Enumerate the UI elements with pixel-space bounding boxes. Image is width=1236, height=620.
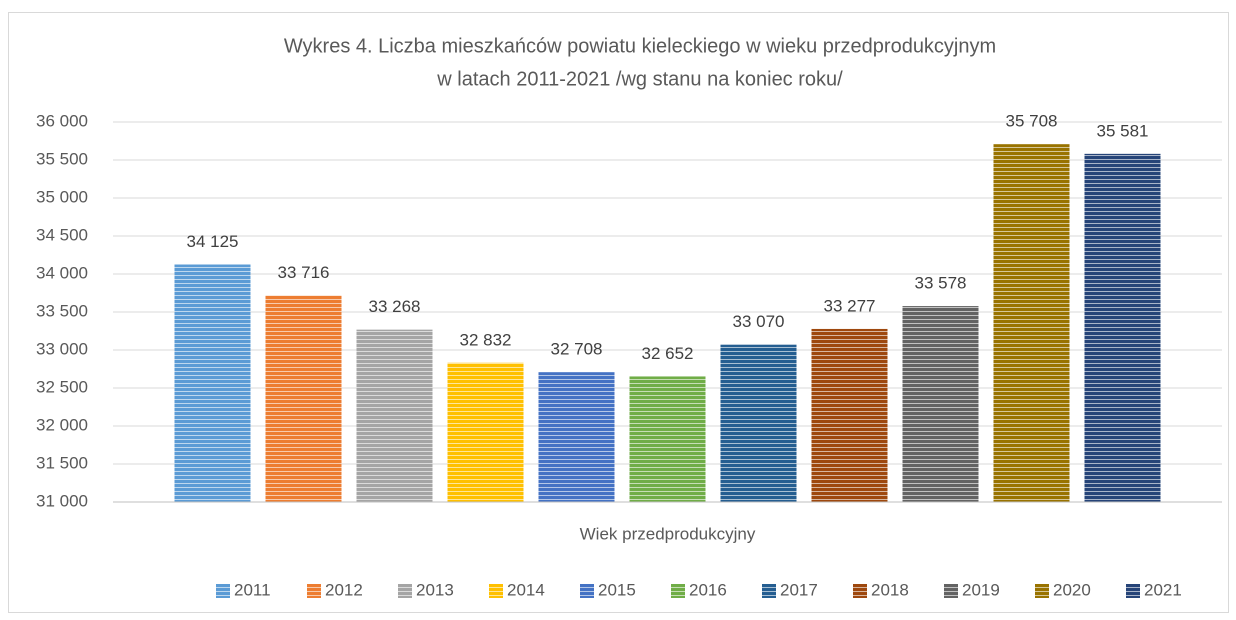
bar (174, 264, 251, 502)
data-label: 35 708 (1006, 112, 1058, 131)
legend-swatch (762, 584, 776, 598)
data-label: 33 268 (369, 297, 421, 316)
legend-swatch (307, 584, 321, 598)
data-label: 32 708 (551, 340, 603, 359)
legend-label: 2015 (598, 580, 636, 599)
x-tick-label: Wiek przedprodukcyjny (580, 524, 756, 543)
legend-swatch (489, 584, 503, 598)
data-label: 33 277 (824, 296, 876, 315)
y-tick-label: 32 500 (36, 377, 88, 396)
y-tick-label: 35 000 (36, 187, 88, 206)
bar (265, 295, 342, 502)
legend-swatch (671, 584, 685, 598)
legend-label: 2014 (507, 580, 545, 599)
bar (811, 328, 888, 502)
legend-swatch (1035, 584, 1049, 598)
bar (356, 329, 433, 502)
bar (993, 144, 1070, 502)
legend-swatch (580, 584, 594, 598)
bar (538, 372, 615, 502)
legend-label: 2019 (962, 580, 1000, 599)
y-tick-label: 32 000 (36, 415, 88, 434)
legend-swatch (216, 584, 230, 598)
legend-swatch (853, 584, 867, 598)
data-label: 33 716 (278, 263, 330, 282)
legend-swatch (398, 584, 412, 598)
y-tick-label: 33 500 (36, 301, 88, 320)
y-tick-label: 31 500 (36, 453, 88, 472)
chart-title: w latach 2011-2021 /wg stanu na koniec r… (436, 68, 843, 90)
legend-label: 2016 (689, 580, 727, 599)
bar (1084, 153, 1161, 502)
data-label: 33 578 (915, 274, 967, 293)
legend-label: 2017 (780, 580, 818, 599)
chart-title: Wykres 4. Liczba mieszkańców powiatu kie… (284, 35, 996, 57)
legend-swatch (944, 584, 958, 598)
bar (720, 344, 797, 502)
data-label: 33 070 (733, 312, 785, 331)
bar (447, 362, 524, 502)
bar (902, 306, 979, 502)
legend-swatch (1126, 584, 1140, 598)
y-tick-label: 34 000 (36, 263, 88, 282)
y-tick-label: 34 500 (36, 225, 88, 244)
data-label: 34 125 (187, 232, 239, 251)
y-tick-label: 31 000 (36, 491, 88, 510)
bar (629, 376, 706, 502)
y-tick-label: 36 000 (36, 111, 88, 130)
legend-label: 2013 (416, 580, 454, 599)
legend-label: 2021 (1144, 580, 1182, 599)
legend-label: 2018 (871, 580, 909, 599)
legend-label: 2020 (1053, 580, 1091, 599)
legend-label: 2011 (234, 580, 271, 599)
y-tick-label: 35 500 (36, 149, 88, 168)
legend-label: 2012 (325, 580, 363, 599)
data-label: 35 581 (1097, 121, 1149, 140)
data-label: 32 652 (642, 344, 694, 363)
data-label: 32 832 (460, 330, 512, 349)
y-tick-label: 33 000 (36, 339, 88, 358)
